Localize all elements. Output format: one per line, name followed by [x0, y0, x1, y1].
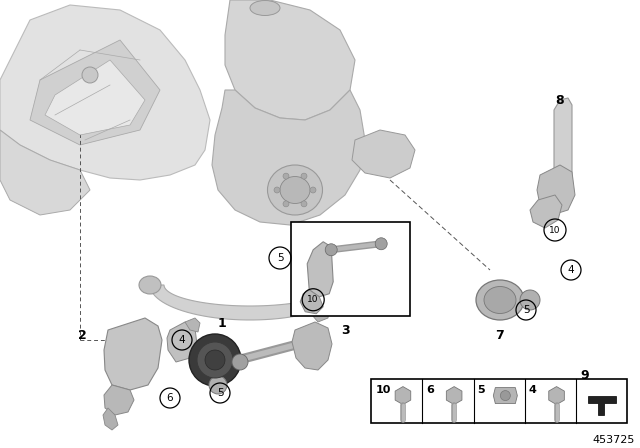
- Circle shape: [205, 350, 225, 370]
- Polygon shape: [292, 322, 332, 370]
- Text: 4: 4: [568, 265, 574, 275]
- Text: 9: 9: [580, 369, 589, 382]
- Circle shape: [301, 173, 307, 179]
- Text: 4: 4: [179, 335, 186, 345]
- Ellipse shape: [476, 280, 524, 320]
- Circle shape: [209, 376, 227, 394]
- Polygon shape: [300, 290, 323, 314]
- Ellipse shape: [250, 0, 280, 16]
- Text: 3: 3: [340, 323, 349, 336]
- Polygon shape: [530, 195, 562, 228]
- Text: 453725: 453725: [593, 435, 635, 445]
- Text: 2: 2: [77, 328, 86, 341]
- Text: 10: 10: [375, 385, 390, 395]
- Circle shape: [375, 238, 387, 250]
- Polygon shape: [225, 0, 355, 120]
- Text: 5: 5: [477, 385, 485, 395]
- Polygon shape: [104, 385, 134, 415]
- Ellipse shape: [484, 287, 516, 314]
- Polygon shape: [212, 90, 365, 225]
- Ellipse shape: [189, 334, 241, 386]
- Polygon shape: [104, 318, 162, 390]
- Bar: [371, 379, 627, 423]
- Bar: [291, 222, 410, 316]
- Text: 10: 10: [307, 295, 319, 304]
- Circle shape: [520, 290, 540, 310]
- Polygon shape: [588, 396, 616, 415]
- Polygon shape: [150, 285, 350, 320]
- Circle shape: [500, 391, 510, 401]
- Text: 4: 4: [529, 385, 537, 395]
- Circle shape: [283, 201, 289, 207]
- Polygon shape: [493, 388, 517, 404]
- Polygon shape: [548, 387, 564, 405]
- Text: 8: 8: [556, 94, 564, 107]
- Text: 5: 5: [523, 305, 529, 315]
- Polygon shape: [446, 387, 462, 405]
- Circle shape: [310, 187, 316, 193]
- Ellipse shape: [139, 276, 161, 294]
- Polygon shape: [554, 98, 572, 205]
- Text: 10: 10: [549, 225, 561, 234]
- Polygon shape: [30, 40, 160, 145]
- Polygon shape: [45, 60, 145, 135]
- Ellipse shape: [280, 177, 310, 203]
- Ellipse shape: [340, 277, 360, 293]
- Text: 6: 6: [426, 385, 435, 395]
- Ellipse shape: [268, 165, 323, 215]
- Polygon shape: [352, 130, 415, 178]
- Ellipse shape: [197, 342, 233, 378]
- Polygon shape: [312, 298, 330, 322]
- Circle shape: [283, 173, 289, 179]
- Circle shape: [274, 187, 280, 193]
- Polygon shape: [185, 318, 200, 332]
- Polygon shape: [0, 5, 210, 180]
- Polygon shape: [0, 130, 90, 215]
- Text: 7: 7: [495, 328, 504, 341]
- Text: 5: 5: [217, 388, 223, 398]
- Polygon shape: [103, 408, 118, 430]
- Circle shape: [82, 67, 98, 83]
- Circle shape: [301, 201, 307, 207]
- Polygon shape: [537, 165, 575, 215]
- Text: 1: 1: [218, 316, 227, 329]
- Polygon shape: [167, 322, 197, 362]
- Polygon shape: [395, 387, 411, 405]
- Text: 6: 6: [166, 393, 173, 403]
- Circle shape: [232, 354, 248, 370]
- Polygon shape: [307, 242, 333, 297]
- Text: 5: 5: [276, 253, 284, 263]
- Circle shape: [325, 244, 337, 256]
